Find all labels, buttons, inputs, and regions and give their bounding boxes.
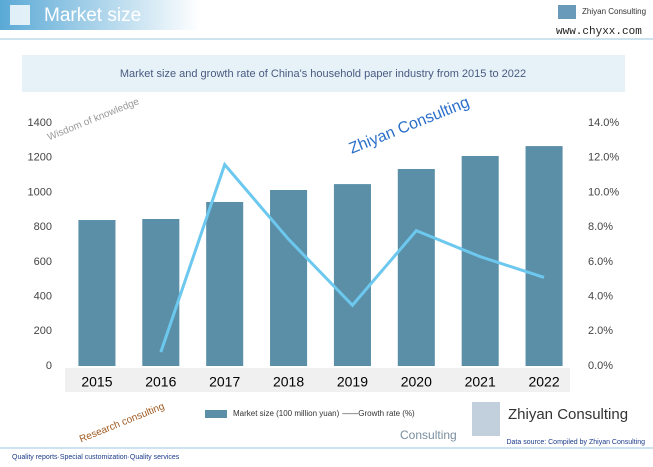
x-tick-label: 2017 [209, 374, 240, 390]
bar [333, 184, 371, 366]
x-tick-label: 2016 [145, 374, 176, 390]
y-tick-label: 1200 [28, 152, 52, 164]
bar [206, 201, 244, 366]
axis-band [65, 368, 570, 392]
watermark: Zhiyan Consulting [347, 94, 472, 158]
y-tick-label: 0 [46, 360, 52, 372]
y-tick-label: 200 [34, 325, 52, 337]
y2-tick-label: 2.0% [588, 325, 613, 337]
footer-text: Quality reports·Special customization·Qu… [12, 454, 180, 461]
title-box [22, 55, 625, 92]
y2-tick-label: 6.0% [588, 256, 613, 268]
line [159, 161, 545, 353]
y2-tick-label: 4.0% [588, 290, 613, 302]
bar [270, 189, 308, 366]
header-title: Market size [44, 5, 141, 26]
x-tick-label: 2019 [337, 374, 368, 390]
watermark: Consulting [400, 428, 457, 442]
header-band [0, 0, 200, 30]
logo-url: www.chyxx.com [556, 26, 642, 38]
x-tick-label: 2018 [273, 374, 304, 390]
legend-swatch [205, 410, 227, 418]
y-tick-label: 600 [34, 256, 52, 268]
chart-title: Market size and growth rate of China's h… [120, 68, 526, 80]
footer-brand: Zhiyan Consulting [508, 406, 628, 423]
y-tick-label: 1400 [28, 117, 52, 129]
bar [142, 218, 180, 366]
x-tick-label: 2021 [465, 374, 496, 390]
x-tick-label: 2022 [528, 374, 559, 390]
bar [525, 146, 563, 366]
y2-tick-label: 14.0% [588, 117, 619, 129]
data-source: Data source: Compiled by Zhiyan Consulti… [506, 439, 645, 446]
watermark: Research consulting [78, 401, 166, 445]
bar [397, 168, 435, 366]
y-tick-label: 1000 [28, 186, 52, 198]
legend-label: ——Growth rate (%) [342, 409, 415, 418]
header-icon [10, 5, 30, 25]
x-tick-label: 2020 [401, 374, 432, 390]
legend-label: Market size (100 million yuan) [233, 409, 340, 418]
y-tick-label: 400 [34, 290, 52, 302]
watermark: Wisdom of knowledge [46, 96, 141, 143]
y-tick-label: 800 [34, 221, 52, 233]
logo-icon [558, 5, 576, 19]
y2-tick-label: 12.0% [588, 152, 619, 164]
y2-tick-label: 8.0% [588, 221, 613, 233]
y2-tick-label: 10.0% [588, 186, 619, 198]
x-tick-label: 2015 [81, 374, 112, 390]
bar [78, 220, 116, 366]
footer-logo-icon [472, 402, 500, 436]
logo-text: Zhiyan Consulting [582, 7, 646, 16]
y2-tick-label: 0.0% [588, 360, 613, 372]
